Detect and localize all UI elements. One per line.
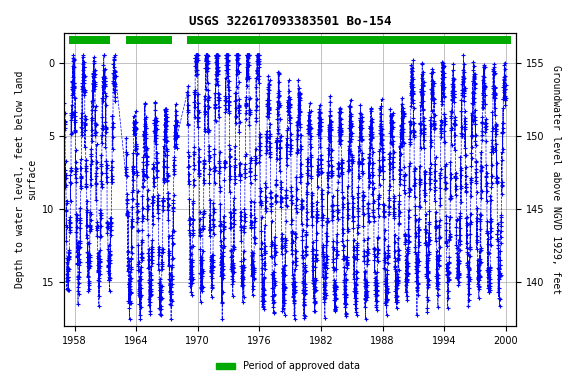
Y-axis label: Groundwater level above NGVD 1929, feet: Groundwater level above NGVD 1929, feet (551, 65, 561, 295)
Y-axis label: Depth to water level, feet below land
surface: Depth to water level, feet below land su… (15, 71, 37, 288)
Title: USGS 322617093383501 Bo-154: USGS 322617093383501 Bo-154 (189, 15, 391, 28)
Legend: Period of approved data: Period of approved data (212, 358, 364, 375)
